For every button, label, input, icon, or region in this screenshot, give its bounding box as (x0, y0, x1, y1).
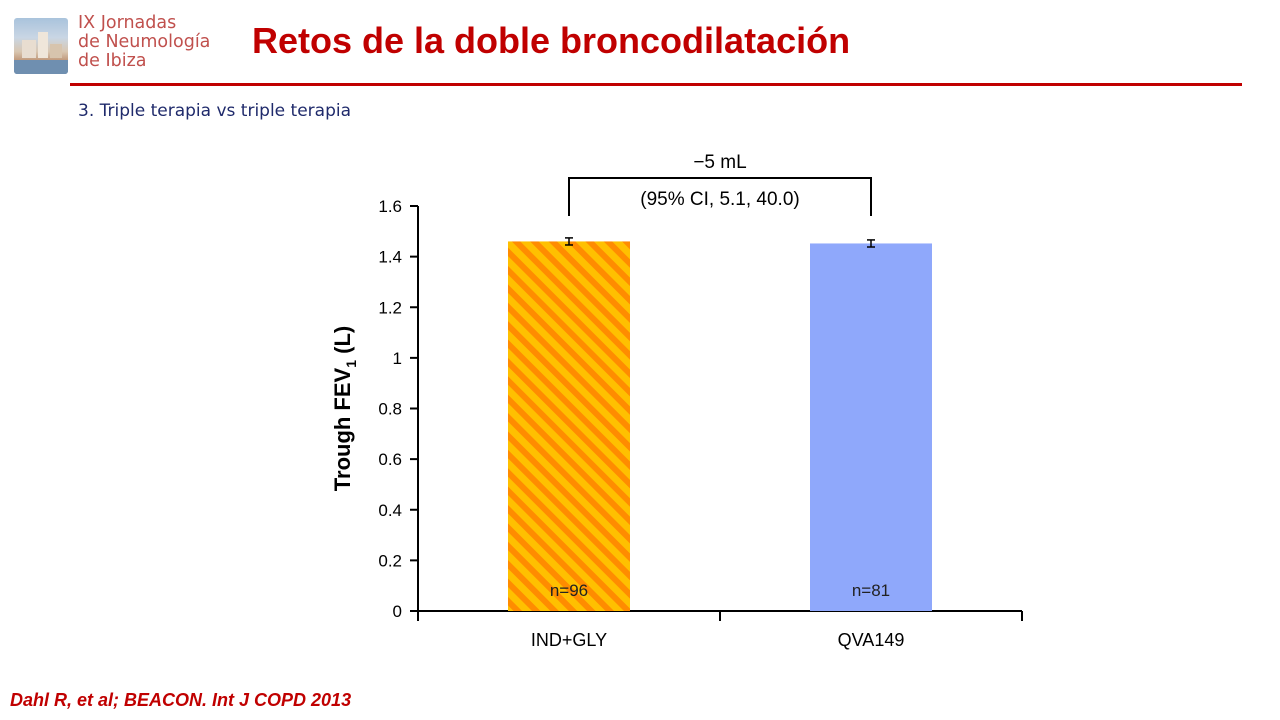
logo-line-2: de Neumología (78, 32, 211, 52)
x-category-label: QVA149 (838, 630, 905, 650)
bar-qva149 (810, 243, 932, 611)
y-tick-label: 0.2 (378, 551, 402, 570)
x-category-label: IND+GLY (531, 630, 607, 650)
y-tick-label: 0.8 (378, 400, 402, 419)
y-tick-label: 1.6 (378, 197, 402, 216)
confidence-interval-label: (95% CI, 5.1, 40.0) (640, 189, 799, 210)
y-tick-label: 0 (393, 602, 402, 621)
slide-title: Retos de la doble broncodilatación (252, 20, 851, 61)
ibiza-photo-thumbnail (14, 18, 68, 74)
y-tick-label: 0.4 (378, 501, 402, 520)
sample-size-label: n=81 (852, 581, 890, 600)
y-tick-label: 1.2 (378, 298, 402, 317)
bar-ind-gly (508, 241, 630, 611)
citation: Dahl R, et al; BEACON. Int J COPD 2013 (10, 690, 352, 710)
event-logo-text: IX Jornadas de Neumología de Ibiza (78, 14, 246, 71)
y-tick-label: 1 (393, 349, 402, 368)
event-logo: IX Jornadas de Neumología de Ibiza (14, 14, 246, 76)
sample-size-label: n=96 (550, 581, 588, 600)
comparison-bracket (568, 177, 872, 216)
y-tick-label: 1.4 (378, 248, 402, 267)
difference-label: −5 mL (693, 152, 746, 173)
y-axis-label: Trough FEV1 (L) (330, 326, 359, 491)
logo-line-1: IX Jornadas (78, 13, 177, 33)
title-divider (70, 83, 1242, 86)
logo-line-3: de Ibiza (78, 51, 147, 71)
slide-subtitle: 3. Triple terapia vs triple terapia (78, 101, 352, 121)
y-tick-label: 0.6 (378, 450, 402, 469)
fev1-bar-chart: 0 0.2 0.4 0.6 0.8 1 1.2 1.4 1.6 Trough FEV1 (L) n… (330, 152, 1023, 650)
